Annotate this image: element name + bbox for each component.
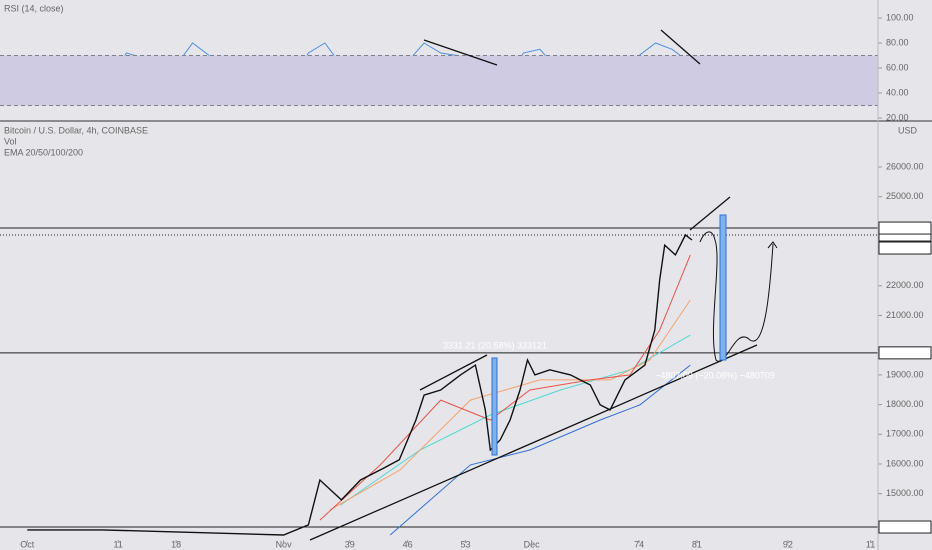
currency: USD (898, 125, 918, 135)
y-tick-label: 26000.00 (886, 161, 924, 171)
series-line (319, 254, 691, 521)
y-tick-label: 18000.00 (886, 399, 924, 409)
y-tick-label: 40.00 (886, 87, 909, 97)
y-tick-label: 21000.00 (886, 310, 924, 320)
x-tick-label: 81 (692, 539, 702, 549)
y-tick-label: 15000.00 (886, 488, 924, 498)
price-tag (878, 346, 932, 360)
countdown-tag (878, 241, 932, 255)
x-tick-label: 11 (866, 539, 875, 549)
x-tick-label: 92 (783, 539, 793, 549)
y-tick-label: 80.00 (886, 37, 909, 47)
rsi-band (0, 55, 878, 106)
series-line (27, 233, 693, 536)
y-tick-label: 17000.00 (886, 429, 924, 439)
y-tick-label: 25000.00 (886, 191, 924, 201)
x-tick-label: 53 (460, 539, 470, 549)
y-tick-label: 16000.00 (886, 458, 924, 468)
y-tick-label: 100.00 (886, 12, 914, 22)
price-tag (878, 520, 932, 534)
price-title: Bitcoin / U.S. Dollar, 4h, COINBASE (4, 125, 148, 135)
projection-arrow (699, 231, 778, 362)
x-tick-label: 46 (403, 539, 413, 549)
y-tick-label: 22000.00 (886, 280, 924, 290)
measure-box (719, 214, 727, 361)
x-tick-label: Nov (276, 539, 293, 549)
measure-label: −4807.09 (−20.08%) −480709 (655, 370, 775, 380)
series-line (329, 299, 691, 511)
x-tick-label: Dec (524, 539, 541, 549)
volume-label: Vol (4, 136, 17, 146)
series-line (340, 334, 691, 506)
x-tick-label: 39 (345, 539, 355, 549)
measure-box (491, 357, 498, 456)
price-tag (878, 221, 932, 235)
y-tick-label: 19000.00 (886, 369, 924, 379)
x-tick-label: Oct (20, 539, 35, 549)
ema-label: EMA 20/50/100/200 (4, 147, 83, 157)
rsi-title: RSI (14, close) (4, 3, 64, 13)
x-tick-label: 74 (634, 539, 644, 549)
measure-label: 3331.21 (20.58%) 333121 (443, 340, 547, 350)
x-tick-label: 18 (171, 539, 181, 549)
series-line (389, 364, 691, 536)
y-tick-label: 20.00 (886, 112, 909, 122)
y-tick-label: 60.00 (886, 62, 909, 72)
x-tick-label: 11 (114, 539, 123, 549)
drawings (309, 29, 758, 541)
